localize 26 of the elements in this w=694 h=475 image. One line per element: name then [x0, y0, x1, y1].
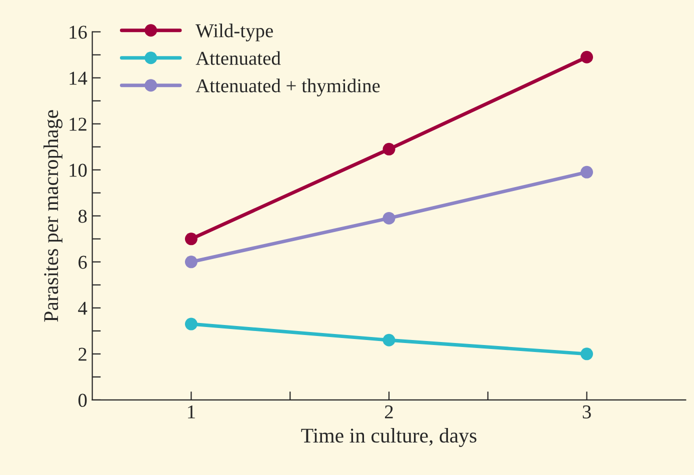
y-tick-label: 0 — [78, 394, 87, 407]
point — [382, 142, 396, 156]
point — [382, 334, 396, 346]
x-tick-label: 3 — [582, 405, 591, 418]
x-axis-title: Time in culture, days — [301, 428, 476, 447]
y-axis-title: Parasites per macrophage — [43, 110, 62, 322]
y-tick-label: 14 — [70, 72, 88, 85]
point — [184, 318, 198, 330]
legend-label: Attenuated — [196, 51, 281, 65]
y-tick-label: 6 — [78, 256, 87, 269]
legend-label: Attenuated + thymidine — [196, 78, 380, 96]
y-tick-label: 2 — [78, 348, 86, 361]
legend-label: Wild-type — [196, 24, 273, 42]
point — [184, 256, 198, 268]
point — [184, 232, 198, 246]
x-tick-label: 1 — [188, 405, 195, 418]
x-tick-label: 2 — [384, 405, 393, 418]
y-tick-label: 10 — [70, 164, 87, 177]
y-tick-label: 12 — [70, 118, 86, 131]
point — [382, 212, 396, 224]
y-tick-label: 8 — [78, 210, 87, 223]
y-tick-label: 4 — [78, 302, 88, 315]
point — [580, 348, 594, 360]
point — [580, 50, 594, 64]
point — [580, 166, 594, 178]
y-tick-label: 16 — [70, 26, 87, 39]
